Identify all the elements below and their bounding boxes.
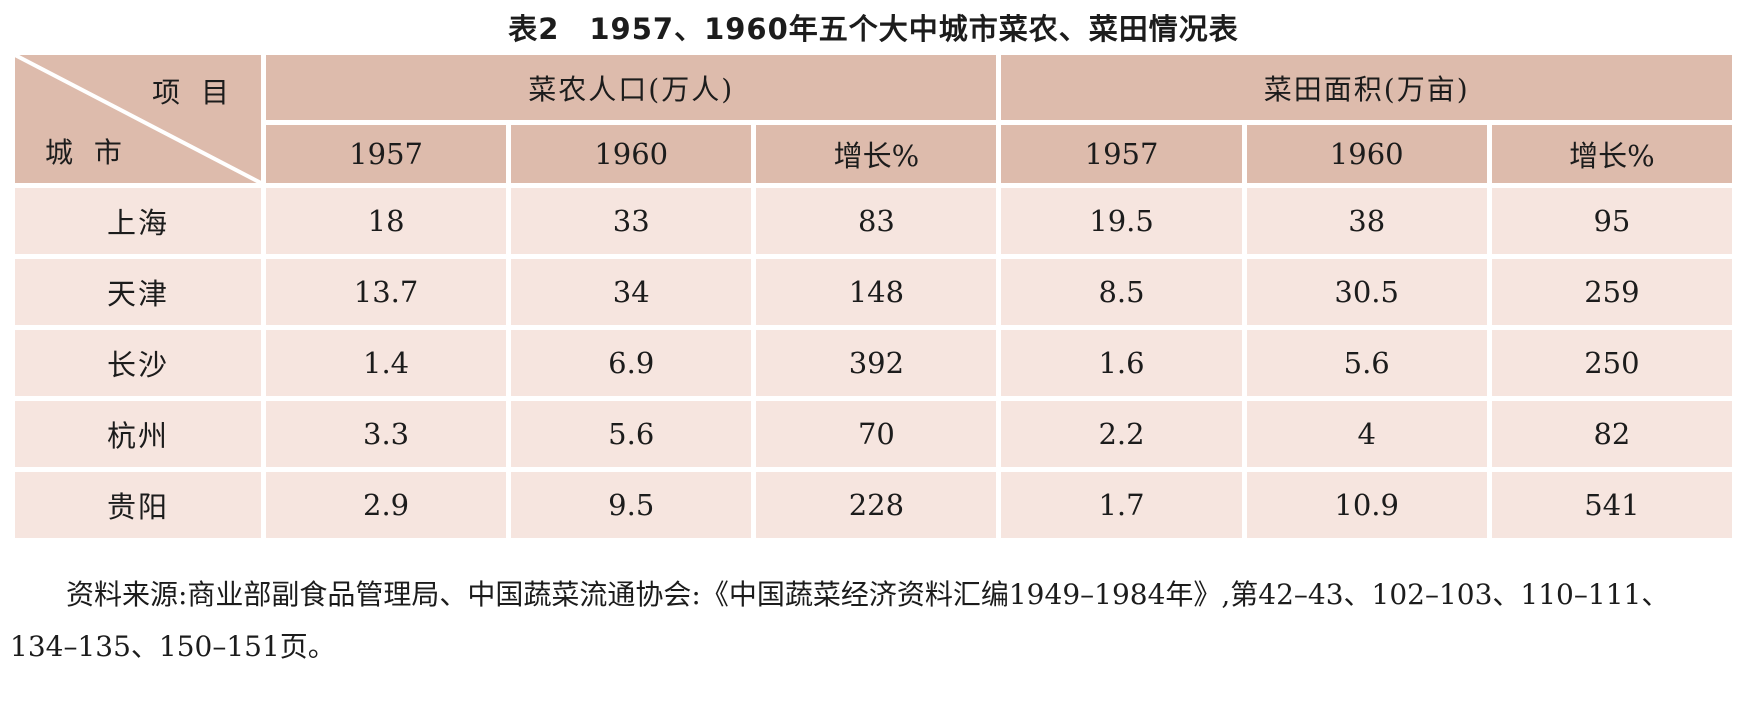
value-cell: 228 bbox=[756, 472, 997, 538]
value-cell: 13.7 bbox=[266, 259, 507, 325]
value-cell: 19.5 bbox=[1001, 188, 1242, 254]
corner-header-cell: 项 目 城 市 bbox=[15, 55, 261, 183]
value-cell: 259 bbox=[1491, 259, 1732, 325]
value-cell: 70 bbox=[756, 401, 997, 467]
subheader-cell: 增长% bbox=[1491, 125, 1732, 183]
diagonal-divider-line bbox=[15, 55, 261, 183]
value-cell: 95 bbox=[1491, 188, 1732, 254]
value-cell: 1.6 bbox=[1001, 330, 1242, 396]
value-cell: 34 bbox=[511, 259, 752, 325]
value-cell: 392 bbox=[756, 330, 997, 396]
table-title: 表2 1957、1960年五个大中城市菜农、菜田情况表 bbox=[508, 12, 1239, 46]
value-cell: 10.9 bbox=[1246, 472, 1487, 538]
value-cell: 4 bbox=[1246, 401, 1487, 467]
table-row-tianjin: 天津 13.7 34 148 8.5 30.5 259 bbox=[15, 259, 1732, 325]
value-cell: 83 bbox=[756, 188, 997, 254]
table-row-guiyang: 贵阳 2.9 9.5 228 1.7 10.9 541 bbox=[15, 472, 1732, 538]
city-cell: 长沙 bbox=[15, 330, 261, 396]
value-cell: 5.6 bbox=[1246, 330, 1487, 396]
corner-label-item: 项 目 bbox=[152, 76, 235, 109]
vegetable-statistics-table: 项 目 城 市 菜农人口(万人) 菜田面积(万亩) 1957 1960 增长% … bbox=[10, 50, 1737, 543]
group-header-farmer-population: 菜农人口(万人) bbox=[266, 55, 997, 120]
value-cell: 1.7 bbox=[1001, 472, 1242, 538]
corner-label-city: 城 市 bbox=[45, 136, 128, 169]
value-cell: 9.5 bbox=[511, 472, 752, 538]
value-cell: 148 bbox=[756, 259, 997, 325]
source-note-line1: 资料来源:商业部副食品管理局、中国蔬菜流通协会:《中国蔬菜经济资料汇编1949–… bbox=[66, 578, 1670, 611]
table-row-shanghai: 上海 18 33 83 19.5 38 95 bbox=[15, 188, 1732, 254]
table-row-changsha: 长沙 1.4 6.9 392 1.6 5.6 250 bbox=[15, 330, 1732, 396]
value-cell: 3.3 bbox=[266, 401, 507, 467]
table-container: 项 目 城 市 菜农人口(万人) 菜田面积(万亩) 1957 1960 增长% … bbox=[10, 50, 1737, 543]
value-cell: 1.4 bbox=[266, 330, 507, 396]
group-header-field-area: 菜田面积(万亩) bbox=[1001, 55, 1732, 120]
value-cell: 38 bbox=[1246, 188, 1487, 254]
value-cell: 30.5 bbox=[1246, 259, 1487, 325]
value-cell: 5.6 bbox=[511, 401, 752, 467]
table-row-hangzhou: 杭州 3.3 5.6 70 2.2 4 82 bbox=[15, 401, 1732, 467]
subheader-cell: 1960 bbox=[1246, 125, 1487, 183]
city-cell: 天津 bbox=[15, 259, 261, 325]
value-cell: 250 bbox=[1491, 330, 1732, 396]
city-cell: 贵阳 bbox=[15, 472, 261, 538]
source-note: 资料来源:商业部副食品管理局、中国蔬菜流通协会:《中国蔬菜经济资料汇编1949–… bbox=[10, 569, 1735, 673]
city-cell: 上海 bbox=[15, 188, 261, 254]
value-cell: 6.9 bbox=[511, 330, 752, 396]
city-cell: 杭州 bbox=[15, 401, 261, 467]
value-cell: 33 bbox=[511, 188, 752, 254]
value-cell: 2.2 bbox=[1001, 401, 1242, 467]
value-cell: 82 bbox=[1491, 401, 1732, 467]
subheader-cell: 1957 bbox=[1001, 125, 1242, 183]
value-cell: 2.9 bbox=[266, 472, 507, 538]
subheader-cell: 1957 bbox=[266, 125, 507, 183]
value-cell: 18 bbox=[266, 188, 507, 254]
subheader-cell: 1960 bbox=[511, 125, 752, 183]
subheader-cell: 增长% bbox=[756, 125, 997, 183]
value-cell: 541 bbox=[1491, 472, 1732, 538]
value-cell: 8.5 bbox=[1001, 259, 1242, 325]
source-note-line2: 134–135、150–151页。 bbox=[10, 630, 336, 663]
